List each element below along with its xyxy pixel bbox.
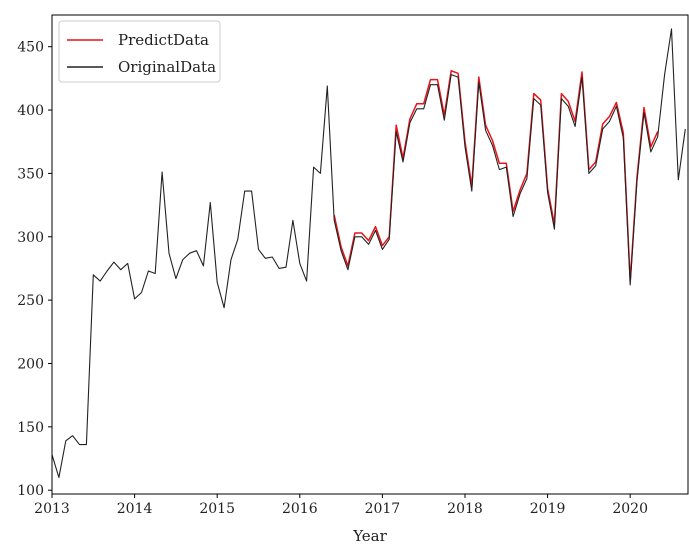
y-tick-label: 250 [17, 293, 44, 309]
legend-label-predictdata: PredictData [118, 31, 209, 49]
legend: PredictData OriginalData [58, 20, 221, 83]
x-tick-label: 2018 [447, 501, 483, 517]
x-tick-label: 2013 [34, 501, 70, 517]
y-tick-label: 400 [17, 103, 44, 119]
x-axis: 2013 2014 2015 2016 2017 2018 2019 2020 [34, 494, 648, 517]
y-tick-label: 100 [17, 483, 44, 499]
y-tick-label: 150 [17, 420, 44, 436]
x-tick-label: 2017 [365, 501, 401, 517]
x-tick-label: 2020 [612, 501, 648, 517]
plot-frame [51, 14, 689, 495]
y-tick-label: 350 [17, 166, 44, 182]
y-axis: 100 150 200 250 300 350 400 450 [17, 40, 52, 499]
x-tick-label: 2016 [282, 501, 318, 517]
legend-label-originaldata: OriginalData [118, 58, 216, 76]
series-line-originaldata [51, 28, 686, 479]
plot-area [52, 15, 688, 494]
series-lines [51, 28, 686, 479]
y-tick-label: 300 [17, 230, 44, 246]
x-axis-title: Year [352, 527, 387, 545]
y-tick-label: 450 [17, 40, 44, 56]
x-tick-label: 2019 [530, 501, 566, 517]
y-tick-label: 200 [17, 356, 44, 372]
series-line-predictdata [333, 70, 659, 282]
x-tick-label: 2015 [199, 501, 235, 517]
x-tick-label: 2014 [117, 501, 153, 517]
